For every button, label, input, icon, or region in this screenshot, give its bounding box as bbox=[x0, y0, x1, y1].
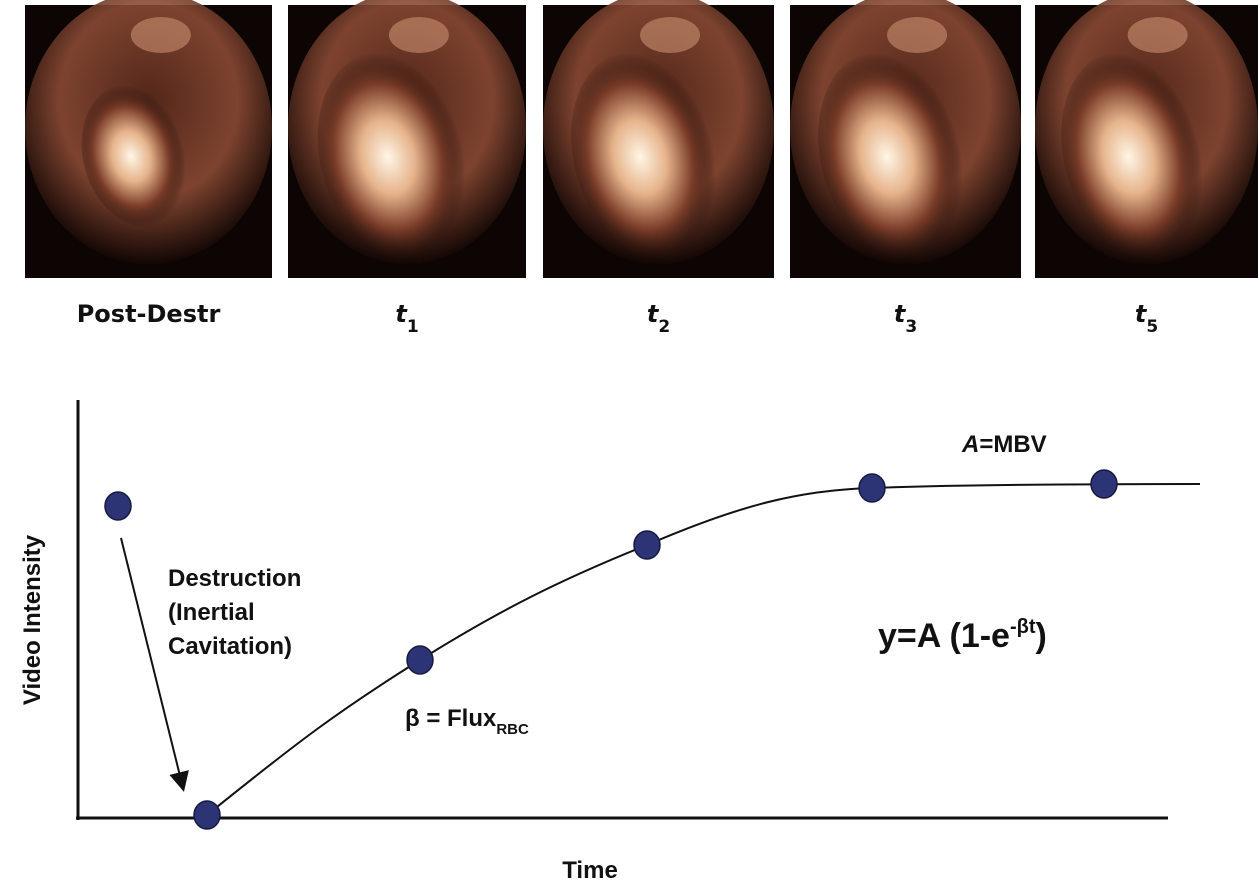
panels: Post-Destr t1 t2 t3 t5 bbox=[25, 0, 1258, 337]
curve bbox=[207, 484, 1200, 815]
flux-label: β = FluxRBC bbox=[405, 705, 529, 738]
panel-label: t5 bbox=[1135, 300, 1158, 337]
image-apex bbox=[887, 17, 947, 53]
mbv-a: A bbox=[961, 431, 979, 458]
panel-label: Post-Destr bbox=[77, 300, 221, 328]
panel-label: t2 bbox=[647, 300, 670, 337]
panel-label: t1 bbox=[395, 300, 418, 337]
formula-text: y=A (1-e bbox=[878, 617, 1010, 655]
label-sub: 3 bbox=[905, 317, 917, 337]
point bbox=[105, 492, 131, 520]
point bbox=[1091, 470, 1117, 498]
ultrasound-image: t1 bbox=[288, 0, 526, 337]
image-apex bbox=[131, 17, 191, 53]
annotation: Destruction bbox=[168, 565, 301, 592]
point bbox=[407, 646, 433, 674]
ultrasound-image: Post-Destr bbox=[25, 0, 272, 328]
figure: Post-Destrt1t2t3t5 Video Intensity Time … bbox=[0, 0, 1258, 886]
label-sub: 5 bbox=[1146, 317, 1158, 337]
mbv-text: =MBV bbox=[979, 431, 1046, 458]
label-text: Post-Destr bbox=[77, 300, 221, 328]
point bbox=[859, 474, 885, 502]
image-apex bbox=[640, 17, 700, 53]
formula-sup: -βt bbox=[1010, 616, 1036, 638]
x-label: Time bbox=[562, 857, 618, 884]
mbv-label: A=MBV bbox=[961, 431, 1047, 458]
label-sub: 2 bbox=[658, 317, 670, 337]
flux-text: β = Flux bbox=[405, 705, 497, 732]
ultrasound-image: t3 bbox=[790, 0, 1021, 337]
annotation: Cavitation) bbox=[168, 633, 292, 660]
panel-label: t3 bbox=[894, 300, 917, 337]
label-sub: 1 bbox=[407, 317, 419, 337]
image-apex bbox=[389, 17, 449, 53]
formula: y=A (1-e-βt) bbox=[878, 616, 1047, 655]
flux-sub: RBC bbox=[496, 721, 529, 738]
point bbox=[634, 531, 660, 559]
image-apex bbox=[1128, 17, 1188, 53]
annotation: (Inertial bbox=[168, 599, 255, 626]
formula-end: ) bbox=[1036, 617, 1047, 655]
ultrasound-image: t2 bbox=[543, 0, 774, 337]
ultrasound-image: t5 bbox=[1035, 0, 1258, 337]
y-label: Video Intensity bbox=[19, 534, 46, 705]
point bbox=[194, 801, 220, 829]
